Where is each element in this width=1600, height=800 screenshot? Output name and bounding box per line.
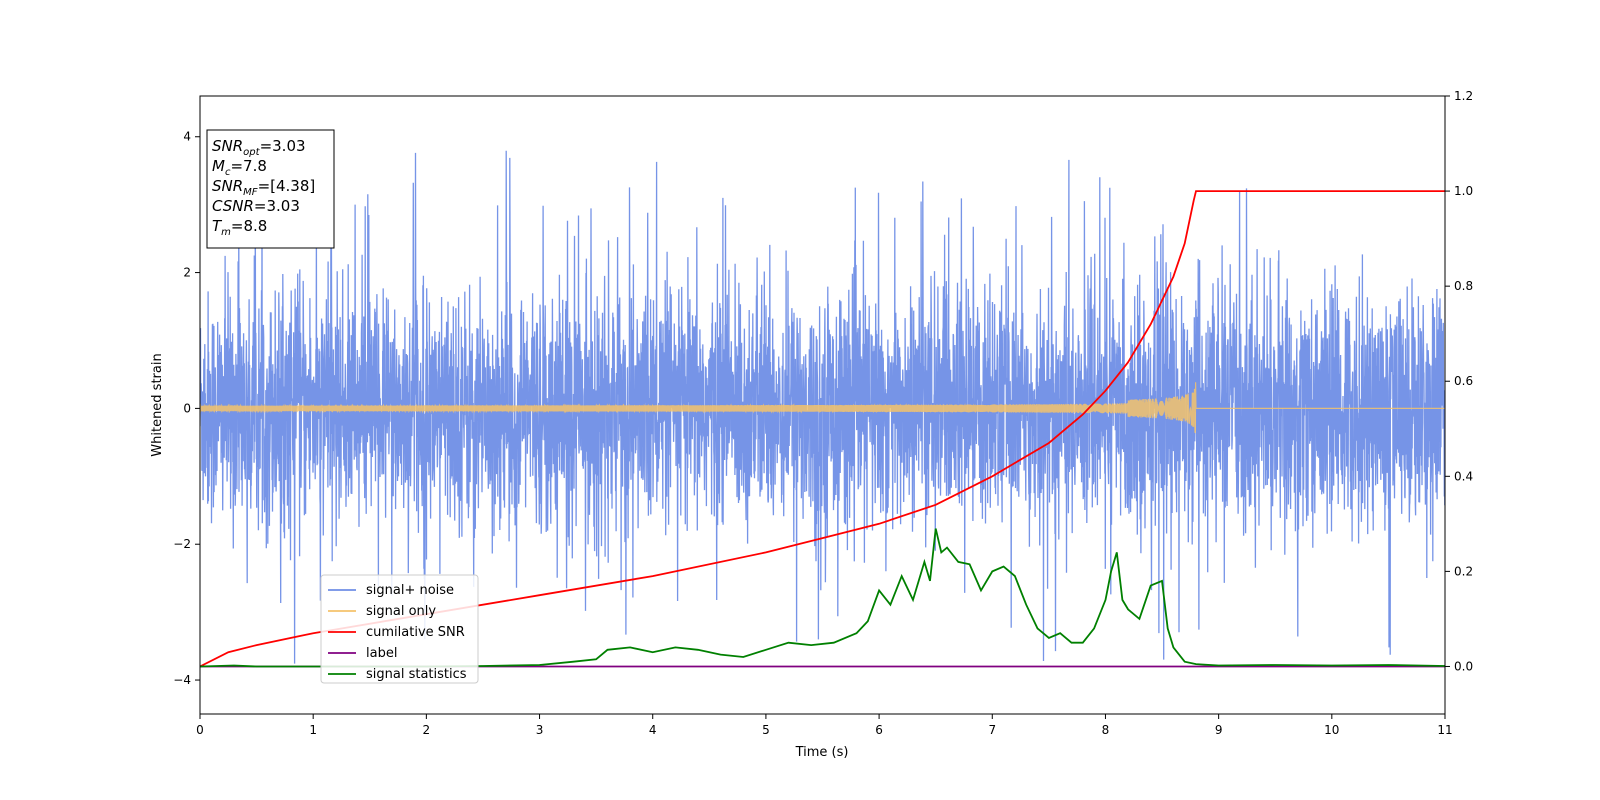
x-tick-label: 4 (649, 723, 657, 737)
annotation-line: SNRopt=3.03 (212, 137, 306, 158)
annotation-line: SNRMF=[4.38] (212, 177, 315, 198)
y-right-tick-label: 0.0 (1454, 659, 1473, 673)
x-tick-label: 1 (309, 723, 317, 737)
annotation-line: Tm=8.8 (212, 217, 267, 238)
x-tick-label: 10 (1324, 723, 1339, 737)
series-signal-statistics-line (200, 528, 1445, 668)
legend-label: signal only (366, 604, 436, 619)
legend-label: signal statistics (366, 667, 467, 682)
x-tick-label: 11 (1437, 723, 1452, 737)
x-tick-label: 8 (1102, 723, 1110, 737)
y-left-tick-label: −2 (173, 537, 191, 551)
y-left-tick-label: 2 (183, 266, 191, 280)
x-tick-label: 5 (762, 723, 770, 737)
annotation-line: CSNR=3.03 (212, 197, 300, 215)
x-tick-label: 7 (988, 723, 996, 737)
y-right-tick-label: 1.0 (1454, 184, 1473, 198)
y-axis-label: Whitened strain (150, 353, 165, 456)
annotation-line: Mc=7.8 (212, 157, 267, 178)
legend-label: cumilative SNR (366, 625, 465, 640)
y-left-tick-label: 0 (183, 401, 191, 415)
y-right-tick-label: 0.6 (1454, 374, 1473, 388)
legend: signal+ noise signal only cumilative SNR la… (320, 574, 479, 684)
plot-frame (199, 95, 1446, 715)
x-axis-label: Time (s) (795, 745, 849, 760)
legend-label: label (366, 646, 397, 661)
y-left-tick-label: −4 (173, 673, 191, 687)
series-signal-only-line (200, 382, 1445, 434)
x-tick-label: 0 (196, 723, 204, 737)
y-right-tick-label: 0.4 (1454, 469, 1473, 483)
series-signal-noise-line (200, 150, 1445, 664)
y-right-tick-label: 0.8 (1454, 279, 1473, 293)
x-tick-label: 6 (875, 723, 883, 737)
y-right-tick-label: 1.2 (1454, 89, 1473, 103)
axes-layer: 0 1 2 3 4 5 6 7 8 9 10 11 −4 −2 0 2 4 0.0 0.2 0.4 0.6 0.8 1.0 1… (173, 89, 1473, 737)
legend-label: signal+ noise (366, 583, 454, 598)
x-tick-label: 2 (423, 723, 431, 737)
y-left-tick-label: 4 (183, 130, 191, 144)
x-tick-label: 3 (536, 723, 544, 737)
y-right-tick-label: 0.2 (1454, 564, 1473, 578)
x-tick-label: 9 (1215, 723, 1223, 737)
